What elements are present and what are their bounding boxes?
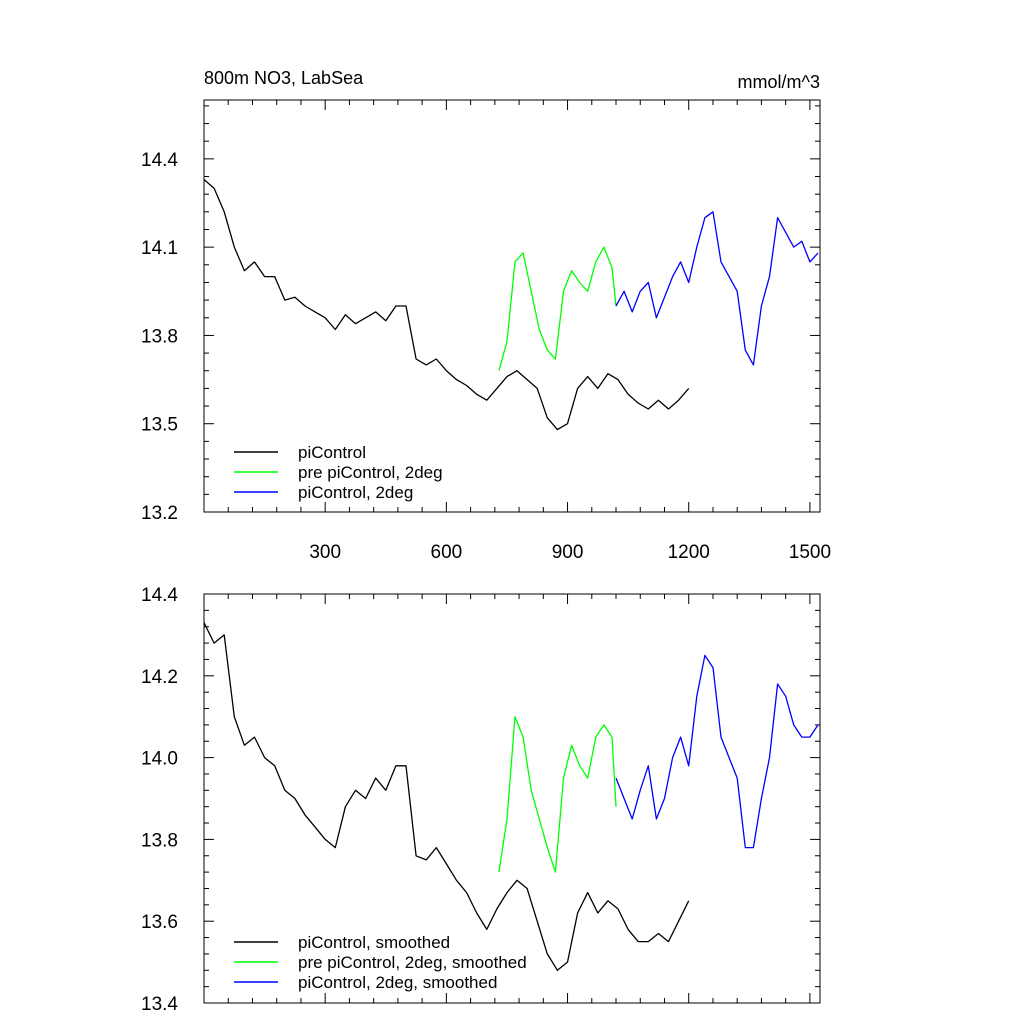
chart-panel-2: 13.4 13.6 13.8 14.0 14.2 14.4 piControl, smoot… bbox=[141, 585, 821, 1015]
legend-label: piControl bbox=[298, 443, 366, 462]
y-tick-label: 13.8 bbox=[141, 326, 178, 347]
legend-label: pre piControl, 2deg bbox=[298, 463, 443, 482]
y-tick-label: 13.2 bbox=[141, 503, 178, 524]
series-line-2 bbox=[498, 246, 617, 371]
y-tick-label: 13.4 bbox=[141, 994, 178, 1015]
legend-label: piControl, 2deg bbox=[298, 483, 413, 502]
series-line-1 bbox=[204, 622, 690, 971]
legend-label: piControl, 2deg, smoothed bbox=[298, 973, 497, 992]
series-line-1 bbox=[204, 179, 690, 431]
y-tick-label: 14.4 bbox=[141, 150, 178, 171]
x-tick-label: 1500 bbox=[789, 542, 831, 563]
y-tick-label: 14.2 bbox=[141, 667, 178, 688]
x-tick-label: 900 bbox=[552, 542, 584, 563]
series-line-3 bbox=[615, 211, 819, 366]
chart-title: 800m NO3, LabSea bbox=[204, 68, 364, 88]
x-tick-label: 1200 bbox=[668, 542, 710, 563]
x-tick-label: 300 bbox=[309, 542, 341, 563]
y-tick-label: 13.5 bbox=[141, 415, 178, 436]
units-label: mmol/m^3 bbox=[738, 72, 820, 92]
y-tick-label: 14.0 bbox=[141, 749, 178, 770]
chart-panel-1: 300 600 900 1200 1500 13.2 13.5 13.8 14.1 14.4 800… bbox=[141, 68, 831, 563]
series-line-2 bbox=[498, 716, 617, 873]
x-tick-label: 600 bbox=[431, 542, 463, 563]
y-tick-label: 14.1 bbox=[141, 238, 178, 259]
y-tick-label: 14.4 bbox=[141, 585, 178, 606]
legend-label: piControl, smoothed bbox=[298, 933, 450, 952]
plot-frame bbox=[203, 99, 821, 513]
y-tick-label: 13.8 bbox=[141, 830, 178, 851]
legend-label: pre piControl, 2deg, smoothed bbox=[298, 953, 527, 972]
plot-frame bbox=[203, 593, 821, 1004]
series-line-3 bbox=[615, 654, 819, 849]
y-tick-label: 13.6 bbox=[141, 912, 178, 933]
